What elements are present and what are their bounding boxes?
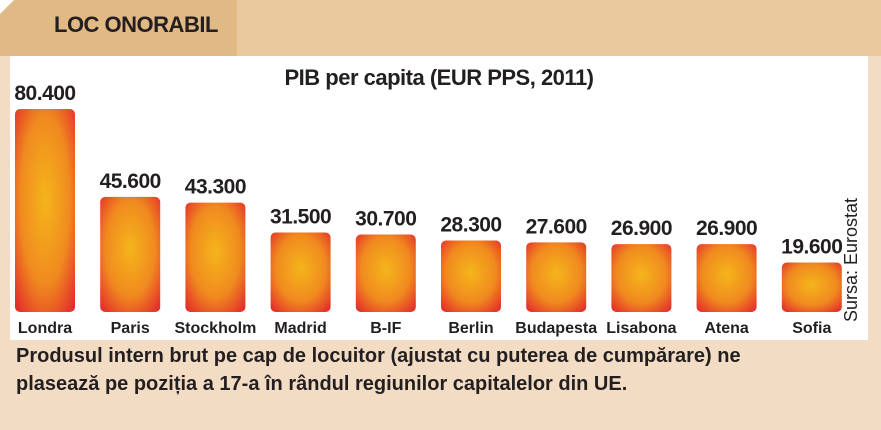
category-label: Londra — [18, 320, 72, 337]
bar-paris — [100, 196, 161, 312]
value-label: 28.300 — [440, 214, 501, 237]
bar-atena — [696, 244, 757, 312]
value-label: 19.600 — [781, 236, 842, 259]
bar-stockholm — [185, 202, 246, 312]
bar-madrid — [270, 232, 331, 312]
bar-sofia — [781, 262, 842, 312]
header-tab — [0, 0, 237, 56]
category-label: Paris — [111, 320, 150, 337]
bar-chart: 80.400 Londra 45.600 Paris 43.300 Stockholm 31… — [14, 82, 843, 337]
category-label: Sofia — [792, 320, 831, 337]
value-label: 26.900 — [696, 217, 757, 240]
category-label: Berlin — [448, 320, 493, 337]
chart-panel: 80.400 Londra 45.600 Paris 43.300 Stockholm 31… — [10, 56, 868, 340]
bar-budapesta — [526, 242, 587, 312]
category-label: Atena — [704, 320, 749, 337]
category-label: Budapesta — [515, 320, 597, 337]
category-label: Lisabona — [606, 320, 676, 337]
value-label: 80.400 — [14, 82, 75, 105]
value-label: 30.700 — [355, 207, 416, 230]
bar-b-if — [355, 234, 416, 312]
section-title: LOC ONORABIL — [54, 12, 218, 37]
category-label: B-IF — [370, 320, 401, 337]
source-note: Sursa: Eurostat — [841, 197, 861, 322]
value-label: 45.600 — [100, 170, 161, 193]
caption: Produsul intern brut pe cap de locuitor … — [16, 342, 866, 398]
value-label: 31.500 — [270, 205, 331, 228]
category-label: Madrid — [274, 320, 326, 337]
value-label: 43.300 — [185, 176, 246, 199]
category-label: Stockholm — [175, 320, 257, 337]
bar-lisabona — [611, 244, 672, 312]
caption-line-2: plasează pe poziția a 17-a în rândul reg… — [16, 373, 628, 395]
bar-londra — [15, 109, 75, 312]
chart-title: PIB per capita (EUR PPS, 2011) — [284, 65, 594, 90]
bar-berlin — [441, 240, 501, 312]
value-label: 27.600 — [526, 215, 587, 238]
caption-line-1: Produsul intern brut pe cap de locuitor … — [16, 345, 741, 367]
value-label: 26.900 — [611, 217, 672, 240]
header-corner — [0, 0, 14, 14]
